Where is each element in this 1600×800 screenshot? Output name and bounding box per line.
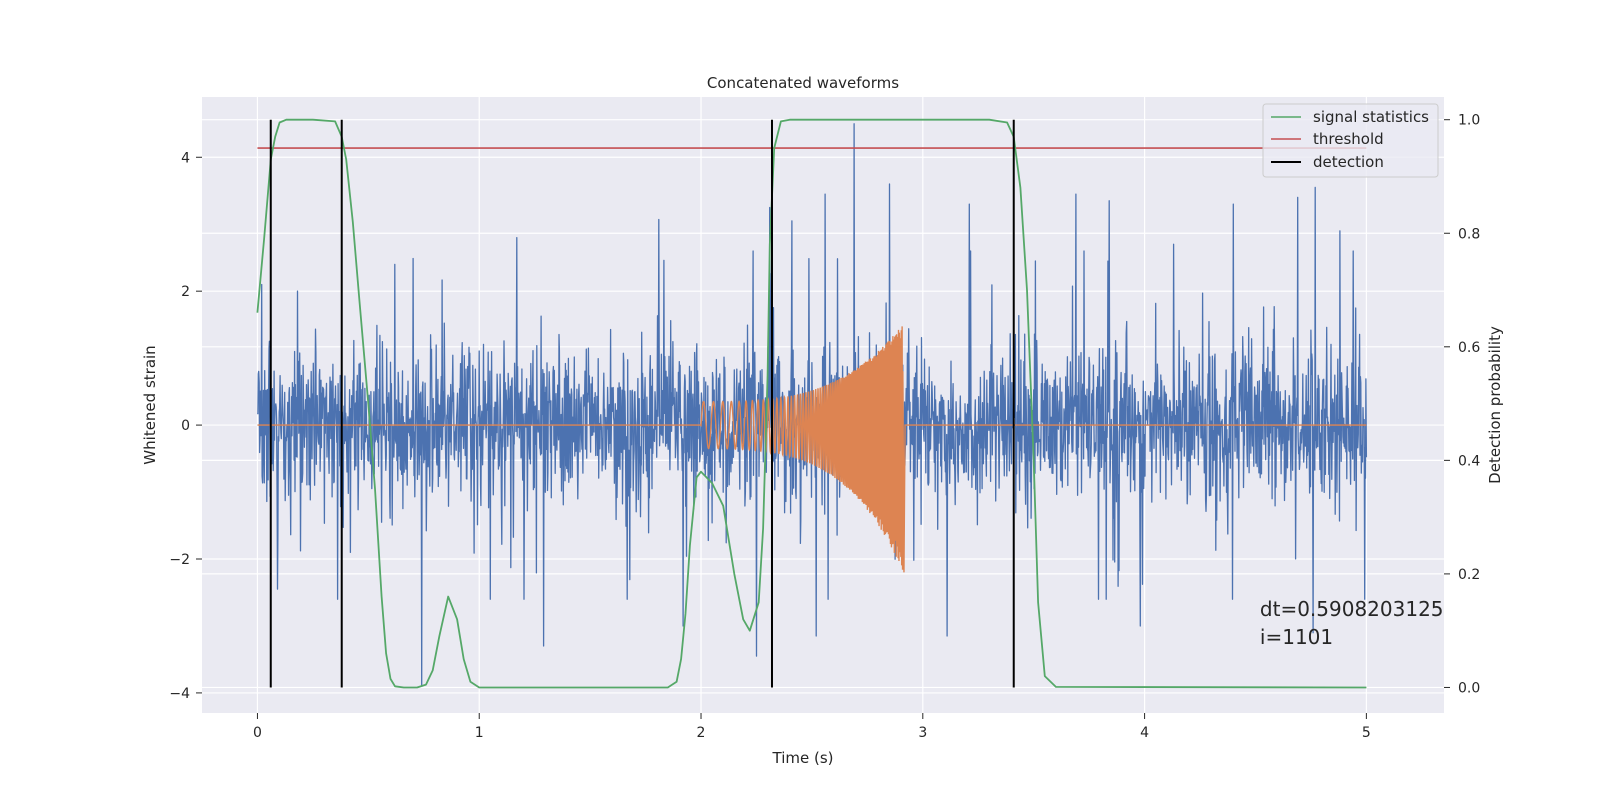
x-tick-label: 3 — [918, 725, 927, 741]
y2-tick-label: 0.4 — [1458, 453, 1480, 469]
y-tick-label: 2 — [181, 284, 190, 300]
template-series-line — [257, 326, 1367, 573]
y-tick-label: −4 — [169, 686, 190, 702]
legend: signal statistics threshold detection — [1262, 103, 1439, 178]
annotation-text: dt=0.5908203125 i=1101 — [1260, 597, 1450, 649]
signal-statistics-line — [256, 118, 1367, 689]
legend-box — [1262, 103, 1439, 178]
y-tick-label: 0 — [181, 418, 190, 434]
x-tick-label: 0 — [253, 725, 262, 741]
x-tick-label: 4 — [1140, 725, 1149, 741]
y-tick-label: −2 — [169, 552, 190, 568]
plot-area — [202, 97, 1444, 713]
y-axis-label: Whitened strain — [141, 345, 159, 464]
y2-tick-label: 0.0 — [1458, 680, 1480, 696]
chart-title: Concatenated waveforms — [707, 74, 899, 92]
y2-tick-label: 1.0 — [1458, 113, 1480, 129]
legend-signal-label: signal statistics — [1313, 108, 1429, 126]
annotation-line-dt: dt=0.5908203125 — [1260, 597, 1444, 621]
y2-tick-label: 0.2 — [1458, 567, 1480, 583]
ticks-group: 0 1 2 3 4 5 −4 −2 0 2 4 0.0 0.2 0.4 0.6 0.8 1.0 — [169, 113, 1480, 741]
annotation-line-i: i=1101 — [1260, 625, 1333, 649]
y2-tick-label: 0.8 — [1458, 226, 1480, 242]
legend-threshold-label: threshold — [1313, 130, 1384, 148]
x-tick-label: 5 — [1362, 725, 1371, 741]
strain-series-line — [256, 123, 1368, 687]
y2-axis-label: Detection probability — [1486, 326, 1504, 484]
x-tick-label: 2 — [697, 725, 706, 741]
y-tick-label: 4 — [181, 150, 190, 166]
legend-detection-label: detection — [1313, 153, 1384, 171]
y2-tick-label: 0.6 — [1458, 340, 1480, 356]
x-axis-label: Time (s) — [772, 749, 834, 767]
x-tick-label: 1 — [475, 725, 484, 741]
